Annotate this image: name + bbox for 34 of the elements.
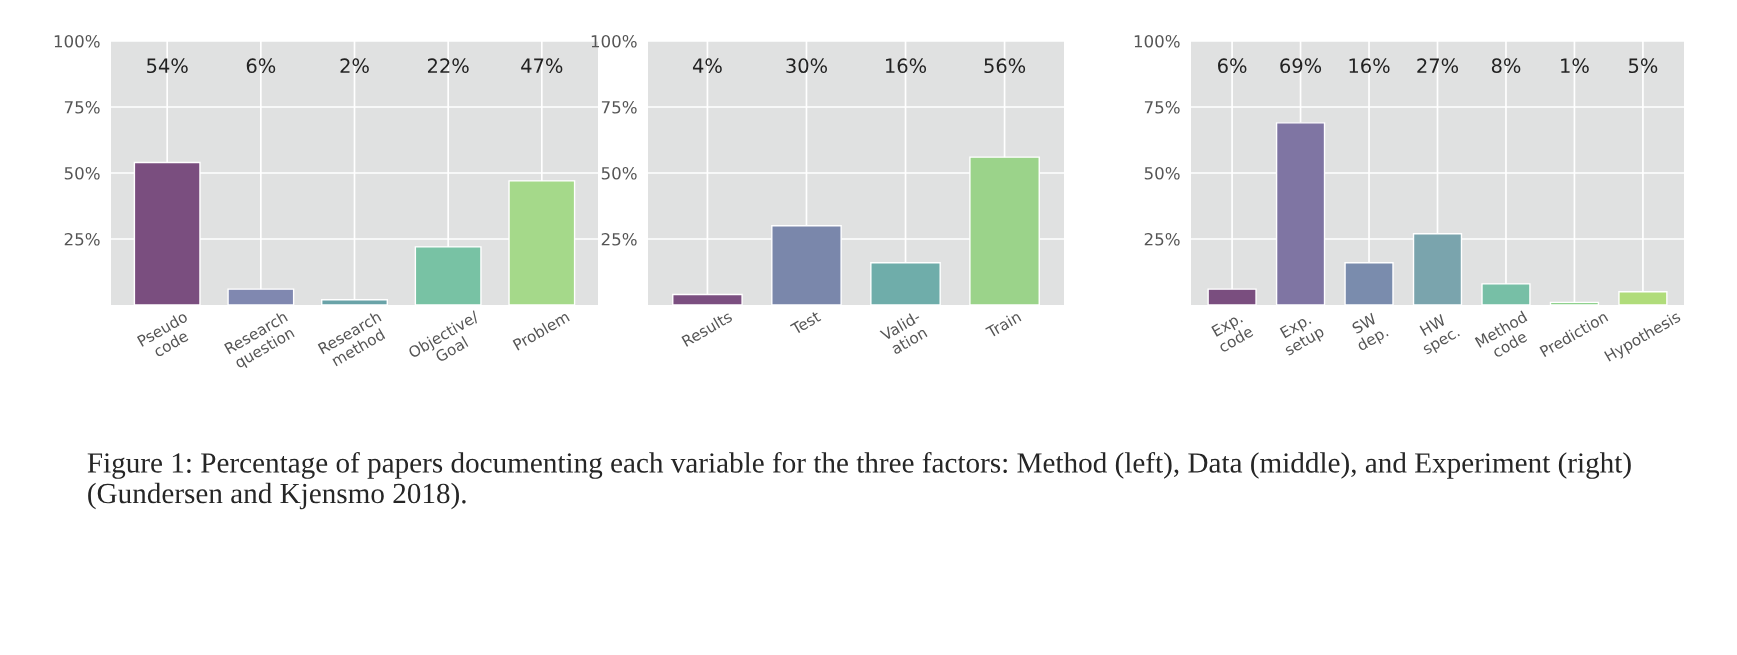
y-tick-label: 75% — [601, 100, 637, 114]
data-label: 6% — [246, 58, 276, 74]
y-tick-label: 50% — [1144, 166, 1180, 180]
data-label: 6% — [1218, 58, 1247, 74]
y-tick-label: 50% — [64, 166, 100, 180]
y-tick-label: 100% — [591, 34, 637, 48]
data-label: 1% — [1561, 58, 1589, 74]
y-tick-label: 100% — [54, 34, 100, 48]
y-tick-label: 75% — [1144, 100, 1180, 114]
x-tick-label: Exp. code — [1211, 311, 1254, 353]
y-tick-label: 25% — [601, 232, 637, 246]
y-tick-label: 75% — [64, 100, 100, 114]
x-tick-label: HW spec. — [1419, 313, 1462, 358]
data-label: 5% — [1628, 58, 1658, 74]
y-tick-label: 25% — [64, 232, 100, 246]
data-label: 47% — [521, 58, 563, 74]
y-tick-label: 100% — [1134, 34, 1180, 48]
data-label: 16% — [886, 58, 927, 74]
data-label: 30% — [786, 58, 828, 74]
data-label: 69% — [1280, 58, 1322, 74]
data-label: 4% — [692, 58, 722, 74]
y-tick-label: 25% — [1144, 232, 1180, 246]
data-label: 2% — [340, 58, 369, 74]
data-label: 56% — [984, 58, 1026, 74]
data-label: 8% — [1491, 58, 1521, 74]
data-label: 16% — [1349, 58, 1390, 74]
y-tick-label: 50% — [601, 166, 637, 180]
data-label: 22% — [427, 58, 469, 74]
caption: Figure 1: Percentage of papers documenting each variable for the three factors: Method (left), Data (middle), and Experiment (right) (Gundersen and Kjensmo 2018). — [87, 451, 1631, 510]
data-label: 27% — [1417, 58, 1459, 74]
x-tick-label: SW dep. — [1351, 312, 1391, 354]
x-tick-label: Test — [789, 310, 822, 336]
x-tick-label: Train — [984, 310, 1022, 339]
data-label: 54% — [147, 58, 188, 74]
